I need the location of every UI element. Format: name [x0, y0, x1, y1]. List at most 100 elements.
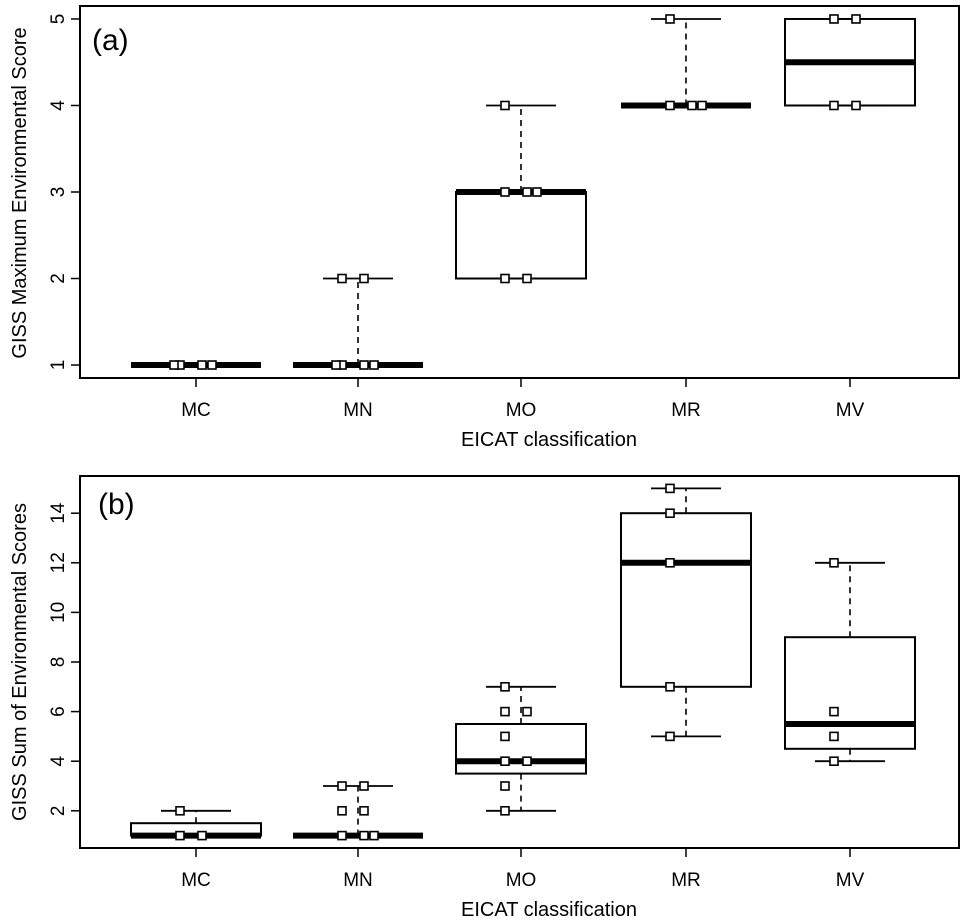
data-point-mo — [500, 805, 510, 816]
x-axis-a: MC MN MO MR MV — [181, 378, 865, 421]
data-point-mo — [500, 100, 510, 111]
data-point-mn — [359, 360, 369, 370]
data-point-mc — [175, 805, 185, 816]
data-point-mn — [359, 805, 369, 816]
y-tick-label-a: 5 — [48, 14, 69, 25]
data-point-mr — [687, 100, 697, 111]
data-point-mn — [337, 805, 347, 816]
box-mn-a — [293, 277, 423, 369]
box-iqr — [455, 191, 587, 280]
data-point-mn — [359, 830, 369, 841]
data-point-mv — [829, 100, 839, 111]
data-point-mo — [522, 187, 532, 197]
box-iqr — [455, 723, 587, 775]
x-axis-label-b: EICAT classification — [461, 899, 637, 921]
box-mv-b — [784, 561, 916, 763]
data-point-mc — [175, 830, 185, 841]
x-tick-label-a: MV — [836, 400, 865, 421]
box-mr-b — [620, 487, 752, 738]
data-point-mc — [197, 830, 207, 841]
y-tick-label-b: 2 — [48, 806, 69, 817]
x-tick-label-b: MN — [343, 870, 373, 891]
data-point-mc — [169, 360, 179, 370]
y-axis-label-a: GISS Maximum Environmental Score — [9, 27, 31, 358]
y-tick-label-a: 2 — [48, 273, 69, 284]
x-tick-label-a: MC — [181, 400, 211, 421]
data-point-mo — [500, 273, 510, 284]
data-point-mn — [337, 781, 347, 791]
x-tick-label-a: MO — [506, 400, 537, 421]
points-a — [169, 14, 861, 370]
data-point-mo — [532, 187, 542, 197]
box-mo-a — [455, 104, 587, 280]
data-point-mv — [829, 731, 839, 742]
data-point-mr — [665, 557, 675, 568]
data-point-mo — [500, 756, 510, 767]
data-point-mr — [665, 100, 675, 111]
x-tick-label-b: MC — [181, 870, 211, 891]
data-point-mc — [197, 360, 207, 370]
data-point-mo — [500, 706, 510, 717]
data-point-mn — [331, 360, 341, 370]
box-mo-b — [455, 685, 587, 812]
data-point-mv — [829, 756, 839, 767]
data-point-mo — [522, 273, 532, 284]
data-point-mv — [829, 14, 839, 24]
y-axis-a: 1 2 3 4 5 — [48, 14, 80, 371]
y-tick-label-a: 4 — [48, 100, 69, 111]
data-point-mo — [522, 706, 532, 717]
y-tick-label-b: 10 — [48, 602, 69, 623]
data-point-mn — [359, 273, 369, 284]
panel-b-sum-score: (b) GISS Sum of Environmental Scores EIC… — [9, 475, 960, 921]
y-tick-label-b: 14 — [48, 502, 69, 524]
data-point-mv — [851, 14, 861, 24]
data-point-mo — [500, 781, 510, 791]
data-point-mr — [665, 508, 675, 519]
y-tick-label-b: 12 — [48, 552, 69, 573]
box-mr-a — [621, 18, 751, 109]
y-tick-label-b: 4 — [48, 755, 69, 766]
x-tick-label-b: MR — [671, 870, 701, 891]
panel-a-max-score: (a) GISS Maximum Environmental Score EIC… — [9, 5, 960, 451]
data-point-mo — [500, 187, 510, 197]
x-tick-label-a: MN — [343, 400, 373, 421]
data-point-mv — [829, 557, 839, 568]
box-mn-b — [293, 785, 423, 839]
data-point-mo — [500, 731, 510, 742]
data-point-mo — [500, 681, 510, 692]
y-tick-label-a: 1 — [48, 360, 69, 371]
y-tick-label-a: 3 — [48, 187, 69, 198]
data-point-mn — [337, 273, 347, 284]
x-tick-label-a: MR — [671, 400, 701, 421]
y-axis-label-b: GISS Sum of Environmental Scores — [9, 503, 31, 821]
y-tick-label-b: 6 — [48, 706, 69, 717]
data-point-mn — [337, 830, 347, 841]
data-point-mn — [369, 830, 379, 841]
data-point-mn — [359, 781, 369, 791]
box-iqr — [620, 512, 752, 688]
box-mc-b — [130, 809, 262, 839]
data-point-mv — [829, 706, 839, 717]
x-axis-b: MC MN MO MR MV — [181, 848, 865, 891]
box-iqr — [784, 636, 916, 750]
box-mv-a — [784, 17, 916, 107]
data-point-mn — [369, 360, 379, 370]
data-point-mc — [207, 360, 217, 370]
x-tick-label-b: MO — [506, 870, 537, 891]
panel-label-b: (b) — [98, 488, 135, 521]
data-point-mv — [851, 100, 861, 111]
data-point-mr — [665, 483, 675, 494]
data-point-mr — [665, 681, 675, 692]
data-point-mr — [665, 731, 675, 742]
boxes-b — [130, 487, 916, 839]
x-axis-label-a: EICAT classification — [461, 429, 637, 451]
data-point-mr — [665, 14, 675, 24]
x-tick-label-b: MV — [836, 870, 865, 891]
y-axis-b: 2 4 6 8 10 12 14 — [48, 502, 80, 816]
points-b — [175, 483, 839, 841]
panel-label-a: (a) — [92, 24, 129, 57]
data-point-mr — [697, 100, 707, 111]
y-tick-label-b: 8 — [48, 657, 69, 668]
data-point-mo — [522, 756, 532, 767]
